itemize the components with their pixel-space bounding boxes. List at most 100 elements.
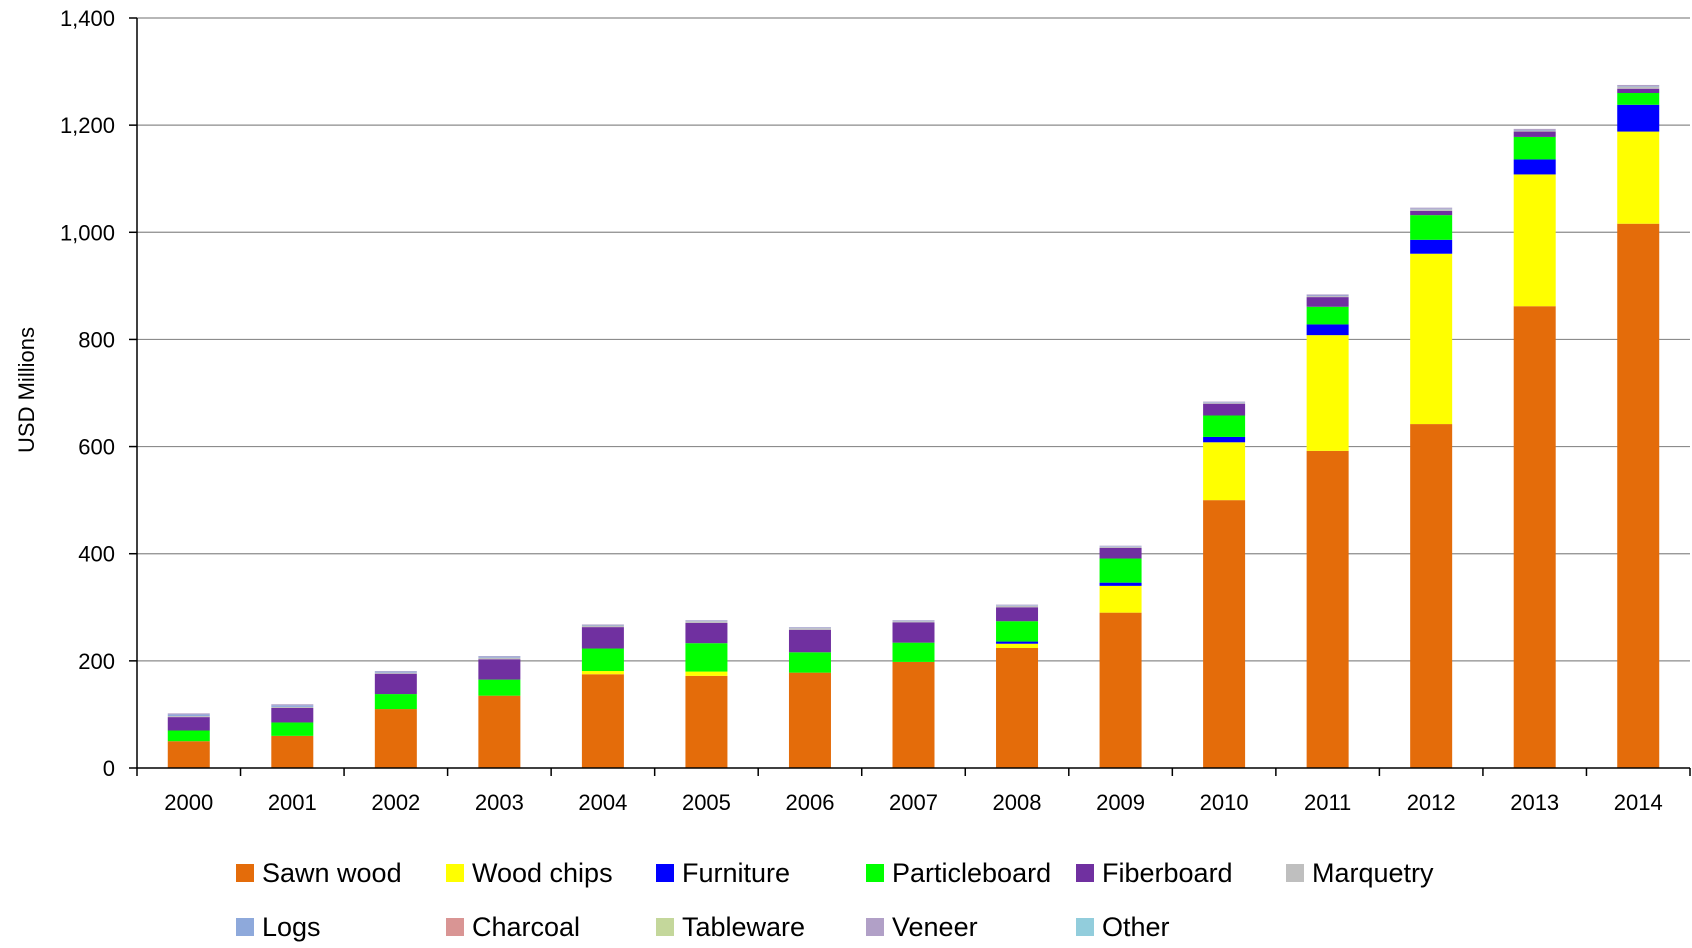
bars — [167, 84, 1660, 768]
bar-segment — [167, 730, 210, 742]
bar-segment — [996, 648, 1039, 768]
legend-label: Charcoal — [472, 911, 581, 942]
legend-item: Marquetry — [1286, 858, 1434, 888]
x-tick-label: 2013 — [1510, 790, 1559, 815]
legend-item: Wood chips — [446, 858, 613, 888]
legend-label: Logs — [262, 911, 321, 942]
bar-segment — [1099, 612, 1142, 768]
x-tick-label: 2004 — [578, 790, 627, 815]
bar-segment — [1617, 223, 1660, 768]
bar-segment — [996, 605, 1039, 606]
bar-segment — [1306, 296, 1349, 298]
bar-segment — [478, 657, 521, 660]
bar-segment — [1410, 210, 1453, 216]
legend-item: Charcoal — [446, 912, 580, 942]
bar-segment — [1513, 131, 1556, 137]
bar-segment — [685, 675, 728, 768]
legend-item: Particleboard — [866, 858, 1051, 888]
bar-segment — [167, 717, 210, 731]
legend-swatch — [866, 864, 884, 882]
bar-segment — [581, 624, 624, 625]
bar-segment — [1513, 306, 1556, 768]
legend: Sawn wood Wood chips Furniture Particleboar… — [236, 858, 1476, 948]
legend-item: Tableware — [656, 912, 805, 942]
bar-segment — [167, 714, 210, 717]
legend-swatch — [1076, 864, 1094, 882]
legend-label: Fiberboard — [1102, 857, 1233, 888]
bar-segment — [1617, 88, 1660, 93]
y-tick-label: 1,400 — [60, 6, 115, 31]
bar-segment — [996, 605, 1039, 608]
bar-segment — [1410, 424, 1453, 768]
bar-segment — [788, 629, 831, 653]
bar-segment — [788, 652, 831, 673]
legend-item: Other — [1076, 912, 1170, 942]
y-tick-label: 200 — [78, 649, 115, 674]
bar-segment — [1306, 295, 1349, 297]
x-tick-label: 2005 — [682, 790, 731, 815]
bar-segment — [581, 625, 624, 628]
bar-segment — [374, 694, 417, 710]
bar-segment — [478, 656, 521, 658]
bar-segment — [685, 622, 728, 644]
bar-segment — [1513, 130, 1556, 132]
bar-segment — [892, 620, 935, 621]
bar-segment — [1099, 546, 1142, 548]
bar-segment — [1410, 209, 1453, 211]
bar-segment — [892, 621, 935, 623]
bar-segment — [271, 705, 314, 707]
x-tick-label: 2001 — [268, 790, 317, 815]
x-tick-labels: 2000 2001 2002 2003 2004 2005 2006 2007 2008 2009… — [164, 790, 1662, 815]
bar-segment — [788, 627, 831, 629]
legend-label: Particleboard — [892, 857, 1052, 888]
bar-segment — [1617, 93, 1660, 105]
bar-segment — [1410, 253, 1453, 425]
bar-segment — [1617, 131, 1660, 224]
bar-segment — [892, 620, 935, 622]
bar-segment — [478, 656, 521, 657]
legend-item: Fiberboard — [1076, 858, 1233, 888]
x-tick-label: 2012 — [1407, 790, 1456, 815]
legend-item: Furniture — [656, 858, 790, 888]
bar-segment — [1203, 436, 1246, 443]
legend-label: Other — [1102, 911, 1170, 942]
bar-segment — [1099, 558, 1142, 583]
bar-segment — [478, 695, 521, 768]
legend-swatch — [446, 918, 464, 936]
bar-segment — [1203, 442, 1246, 501]
bar-segment — [1410, 215, 1453, 240]
legend-swatch — [656, 864, 674, 882]
bar-segment — [581, 624, 624, 626]
bar-segment — [1306, 335, 1349, 451]
bar-segment — [167, 716, 210, 718]
legend-label: Wood chips — [472, 857, 613, 888]
bar-segment — [685, 621, 728, 623]
x-tick-label: 2010 — [1200, 790, 1249, 815]
bar-segment — [374, 672, 417, 674]
bar-segment — [374, 673, 417, 695]
bar-segment — [996, 641, 1039, 644]
bar-segment — [685, 620, 728, 621]
x-tick-label: 2000 — [164, 790, 213, 815]
bar-segment — [996, 621, 1039, 642]
x-tick-label: 2003 — [475, 790, 524, 815]
bar-segment — [685, 643, 728, 672]
bar-segment — [374, 671, 417, 673]
bar-segment — [478, 659, 521, 680]
legend-swatch — [236, 918, 254, 936]
bar-segment — [581, 648, 624, 672]
x-tick-label: 2002 — [371, 790, 420, 815]
y-tick-label: 800 — [78, 327, 115, 352]
bar-segment — [1410, 207, 1453, 209]
bar-segment — [581, 674, 624, 768]
bar-segment — [788, 672, 831, 768]
bar-segment — [685, 620, 728, 622]
bar-segment — [1306, 297, 1349, 307]
bar-segment — [167, 741, 210, 768]
legend-label: Tableware — [682, 911, 806, 942]
bar-segment — [1203, 415, 1246, 437]
bar-segment — [892, 642, 935, 662]
bar-segment — [1099, 546, 1142, 547]
y-tick-labels: 0 200 400 600 800 1,000 1,200 1,400 — [60, 6, 115, 781]
